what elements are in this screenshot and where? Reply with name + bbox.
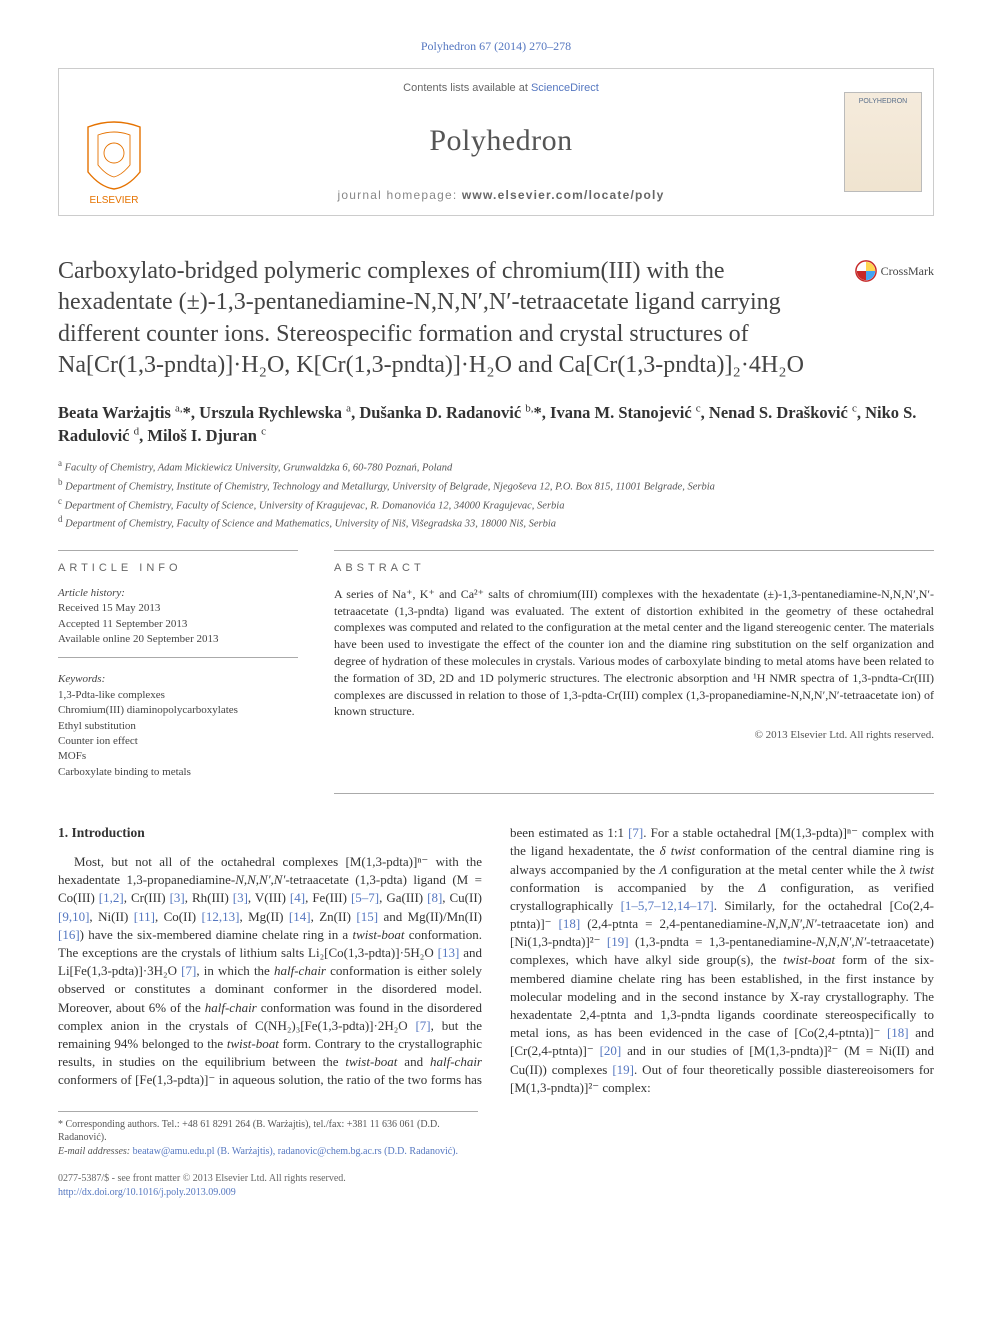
copyright-line: © 2013 Elsevier Ltd. All rights reserved… bbox=[334, 728, 934, 743]
footnotes: * Corresponding authors. Tel.: +48 61 82… bbox=[58, 1111, 478, 1159]
history-item: Available online 20 September 2013 bbox=[58, 633, 218, 645]
keyword: Chromium(III) diaminopolycarboxylates bbox=[58, 704, 238, 716]
homepage-line: journal homepage: www.elsevier.com/locat… bbox=[175, 187, 827, 203]
affiliation: d Department of Chemistry, Faculty of Sc… bbox=[58, 513, 934, 532]
email-addresses[interactable]: beataw@amu.edu.pl (B. Warżajtis), radano… bbox=[133, 1146, 458, 1157]
article-info-heading: ARTICLE INFO bbox=[58, 561, 298, 576]
crossmark-badge[interactable]: CrossMark bbox=[855, 260, 934, 282]
issn-line: 0277-5387/$ - see front matter © 2013 El… bbox=[58, 1172, 478, 1186]
elsevier-logo-icon: ELSEVIER bbox=[78, 117, 150, 207]
journal-header: ELSEVIER Contents lists available at Sci… bbox=[58, 68, 934, 216]
citation-line: Polyhedron 67 (2014) 270–278 bbox=[58, 38, 934, 54]
keyword: Carboxylate binding to metals bbox=[58, 766, 191, 778]
history-block: Article history: Received 15 May 2013 Ac… bbox=[58, 586, 298, 659]
history-item: Received 15 May 2013 bbox=[58, 602, 160, 614]
affiliation: c Department of Chemistry, Faculty of Sc… bbox=[58, 495, 934, 514]
publisher-name: ELSEVIER bbox=[90, 195, 139, 206]
intro-paragraph: Most, but not all of the octahedral comp… bbox=[58, 824, 934, 1097]
doi-link[interactable]: http://dx.doi.org/10.1016/j.poly.2013.09… bbox=[58, 1187, 236, 1198]
article-title: Carboxylato-bridged polymeric complexes … bbox=[58, 256, 824, 381]
keyword: 1,3-Pdta-like complexes bbox=[58, 689, 165, 701]
affiliations: a Faculty of Chemistry, Adam Mickiewicz … bbox=[58, 457, 934, 532]
contents-prefix: Contents lists available at bbox=[403, 82, 531, 94]
affiliation: a Faculty of Chemistry, Adam Mickiewicz … bbox=[58, 457, 934, 476]
sciencedirect-link[interactable]: ScienceDirect bbox=[531, 82, 599, 94]
homepage-label: journal homepage: bbox=[338, 188, 462, 202]
publisher-logo-cell: ELSEVIER bbox=[59, 69, 169, 215]
authors-list: Beata Warżajtis a,*, Urszula Rychlewska … bbox=[58, 401, 934, 447]
keyword: Ethyl substitution bbox=[58, 720, 136, 732]
keywords-label: Keywords: bbox=[58, 673, 105, 685]
history-item: Accepted 11 September 2013 bbox=[58, 618, 187, 630]
journal-name: Polyhedron bbox=[175, 121, 827, 162]
contents-available: Contents lists available at ScienceDirec… bbox=[175, 81, 827, 96]
cover-label: POLYHEDRON bbox=[845, 97, 921, 106]
corresponding-footnote: * Corresponding authors. Tel.: +48 61 82… bbox=[58, 1118, 478, 1145]
crossmark-label: CrossMark bbox=[881, 263, 934, 279]
cover-cell: POLYHEDRON bbox=[833, 69, 933, 215]
abstract-text: A series of Na⁺, K⁺ and Ca²⁺ salts of ch… bbox=[334, 586, 934, 720]
homepage-url[interactable]: www.elsevier.com/locate/poly bbox=[462, 188, 665, 202]
affiliation: b Department of Chemistry, Institute of … bbox=[58, 476, 934, 495]
history-label: Article history: bbox=[58, 587, 125, 599]
keyword: Counter ion effect bbox=[58, 735, 138, 747]
footer: 0277-5387/$ - see front matter © 2013 El… bbox=[58, 1172, 478, 1199]
email-footnote: E-mail addresses: beataw@amu.edu.pl (B. … bbox=[58, 1145, 478, 1159]
keyword: MOFs bbox=[58, 750, 86, 762]
keywords-block: Keywords: 1,3-Pdta-like complexes Chromi… bbox=[58, 672, 298, 780]
body-text: 1. Introduction Most, but not all of the… bbox=[58, 824, 934, 1097]
crossmark-icon bbox=[855, 260, 877, 282]
abstract-heading: ABSTRACT bbox=[334, 561, 934, 576]
email-label: E-mail addresses: bbox=[58, 1146, 133, 1157]
intro-heading: 1. Introduction bbox=[58, 824, 482, 843]
cover-thumbnail-icon: POLYHEDRON bbox=[844, 92, 922, 192]
